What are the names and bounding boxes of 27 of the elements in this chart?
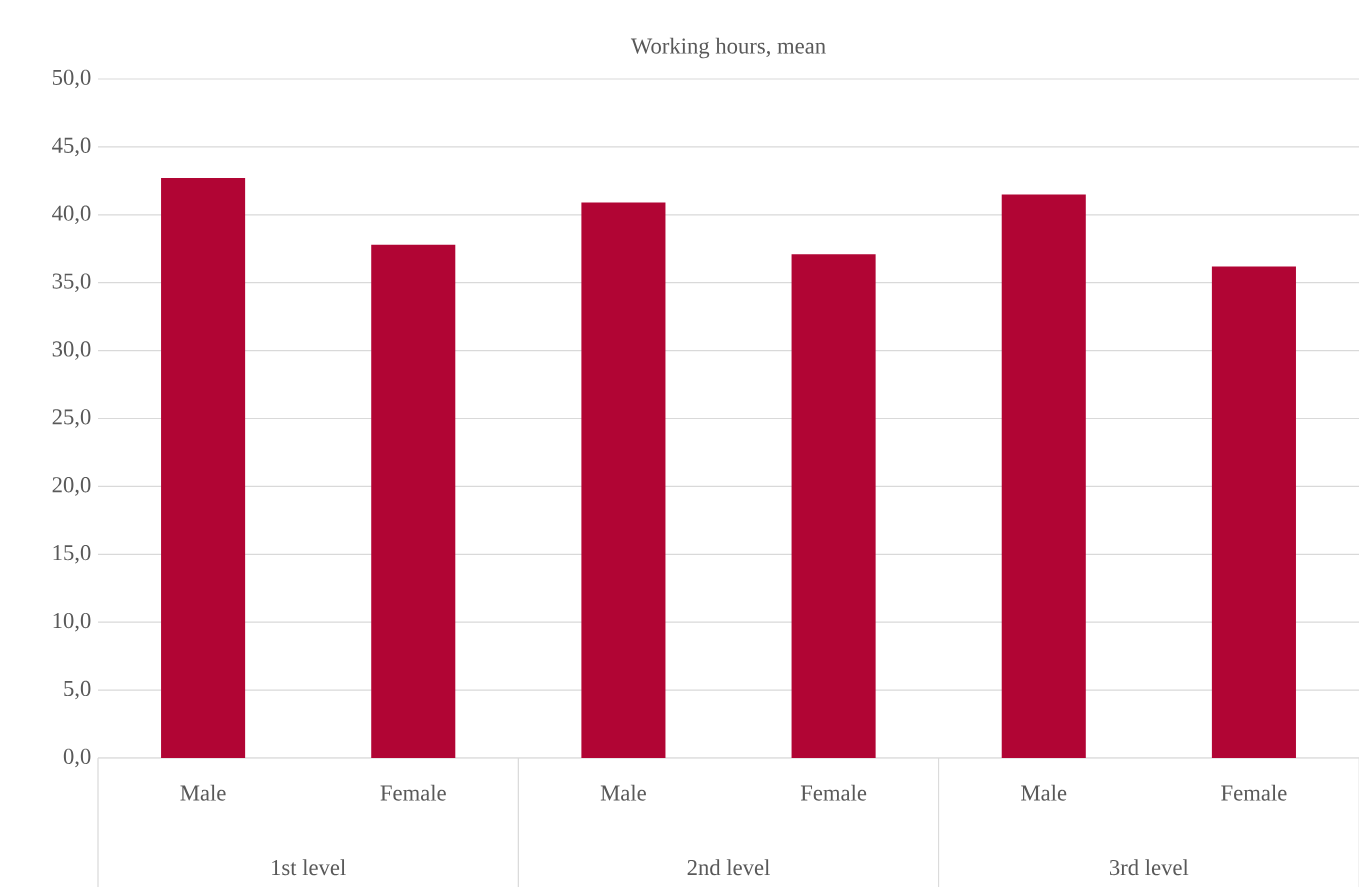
y-tick-label: 5,0 bbox=[64, 680, 91, 700]
bar bbox=[581, 202, 666, 758]
y-tick-label: 30,0 bbox=[52, 341, 91, 360]
x-tick-label: Female bbox=[800, 784, 867, 801]
y-tick-label: 25,0 bbox=[52, 409, 91, 428]
x-tick-label: Female bbox=[380, 784, 446, 801]
x-tick-label: Male bbox=[1021, 784, 1067, 801]
x-tick-label: Female bbox=[1221, 784, 1287, 801]
chart-title: Working hours, mean bbox=[630, 37, 826, 59]
bar bbox=[791, 254, 876, 758]
text: 1st level bbox=[272, 859, 346, 876]
bar bbox=[1211, 266, 1296, 758]
x-tick-label: Male bbox=[600, 784, 646, 801]
y-tick-label: 45,0 bbox=[52, 137, 91, 157]
y-tick-label: 0,0 bbox=[63, 748, 91, 768]
y-tick-label: 50,0 bbox=[52, 69, 91, 89]
y-tick-label: 35,0 bbox=[52, 273, 91, 292]
y-tick-label: 40,0 bbox=[52, 205, 91, 225]
bar bbox=[371, 244, 456, 758]
y-tick-label: 15,0 bbox=[53, 545, 91, 564]
y-tick-label: 20,0 bbox=[52, 477, 91, 496]
x-tick-label: Male bbox=[180, 784, 226, 801]
y-tick-label: 10,0 bbox=[53, 612, 91, 632]
bar bbox=[1001, 194, 1086, 758]
bar bbox=[161, 178, 246, 758]
text: 3rd level bbox=[1109, 859, 1189, 876]
text: 2nd level bbox=[687, 859, 770, 876]
